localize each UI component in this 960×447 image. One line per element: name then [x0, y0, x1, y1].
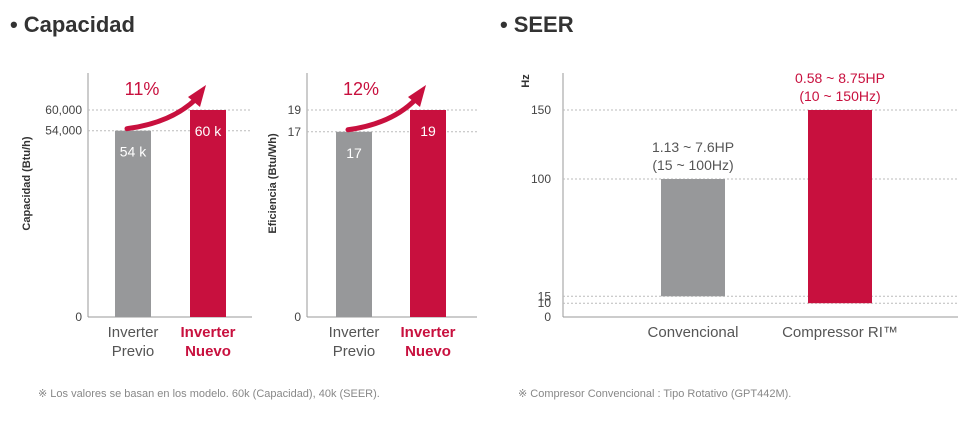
efficiency-chart: Eficiencia (Btu/Wh) 0 17 19 17 Inverter Previo… — [267, 73, 477, 360]
growth-arrow — [345, 96, 419, 133]
bullet: • — [500, 12, 508, 37]
y-tick-label: 19 — [288, 103, 302, 117]
y-tick-label: 60,000 — [45, 103, 82, 117]
seer-section-title: • SEER — [500, 12, 574, 38]
growth-annotation: 11% — [125, 79, 160, 99]
category-label: Nuevo — [405, 343, 451, 360]
bar — [115, 130, 151, 317]
range-label: (15 ~ 100Hz) — [652, 157, 733, 173]
capacity-title-text: Capacidad — [23, 12, 135, 37]
bar — [190, 110, 226, 317]
growth-annotation: 12% — [343, 79, 379, 99]
bullet: • — [10, 12, 18, 37]
capacity-chart: Capacidad (Btu/h) 0 54,000 60,000 54 k Invert… — [21, 73, 252, 360]
category-label: Inverter — [180, 324, 235, 341]
bar — [336, 131, 372, 317]
category-label: Compressor RI™ — [782, 324, 898, 341]
y-axis-label: Capacidad (Btu/h) — [21, 136, 33, 230]
capacity-section-title: • Capacidad — [10, 12, 135, 38]
category-label: Nuevo — [185, 343, 231, 360]
bar-data-label: 17 — [346, 145, 362, 161]
bar-data-label: 19 — [420, 123, 436, 139]
y-tick-label: 17 — [288, 125, 302, 139]
y-tick-label: 0 — [544, 310, 551, 324]
bar — [410, 110, 446, 317]
range-label: 1.13 ~ 7.6HP — [652, 139, 734, 155]
y-axis-label: Hz — [520, 74, 532, 88]
range-label: (10 ~ 150Hz) — [799, 88, 880, 104]
category-label: Inverter — [400, 324, 455, 341]
y-tick-label: 150 — [531, 103, 551, 117]
y-axis-label: Eficiencia (Btu/Wh) — [267, 133, 279, 234]
y-tick-label: 0 — [75, 310, 82, 324]
y-tick-label: 0 — [294, 310, 301, 324]
category-label: Previo — [333, 343, 376, 360]
category-label: Inverter — [329, 324, 380, 341]
footnote-right: ※ Compresor Convencional : Tipo Rotativo… — [518, 388, 792, 400]
y-tick-label: 15 — [538, 289, 552, 303]
growth-arrow — [124, 96, 199, 132]
range-label: 0.58 ~ 8.75HP — [795, 70, 885, 86]
bar-data-label: 60 k — [195, 123, 222, 139]
range-bar — [661, 179, 725, 297]
growth-arrow-head — [408, 85, 426, 107]
y-tick-label: 54,000 — [45, 124, 82, 138]
bar-data-label: 54 k — [120, 144, 147, 160]
y-tick-label: 100 — [531, 172, 551, 186]
y-tick-label: 10 — [538, 296, 552, 310]
range-bar — [808, 110, 872, 304]
category-label: Inverter — [108, 324, 159, 341]
seer-title-text: SEER — [513, 12, 574, 37]
category-label: Previo — [112, 343, 155, 360]
growth-arrow-head — [188, 85, 206, 107]
category-label: Convencional — [648, 324, 739, 341]
footnote-left: ※ Los valores se basan en los modelo. 60… — [38, 388, 380, 400]
